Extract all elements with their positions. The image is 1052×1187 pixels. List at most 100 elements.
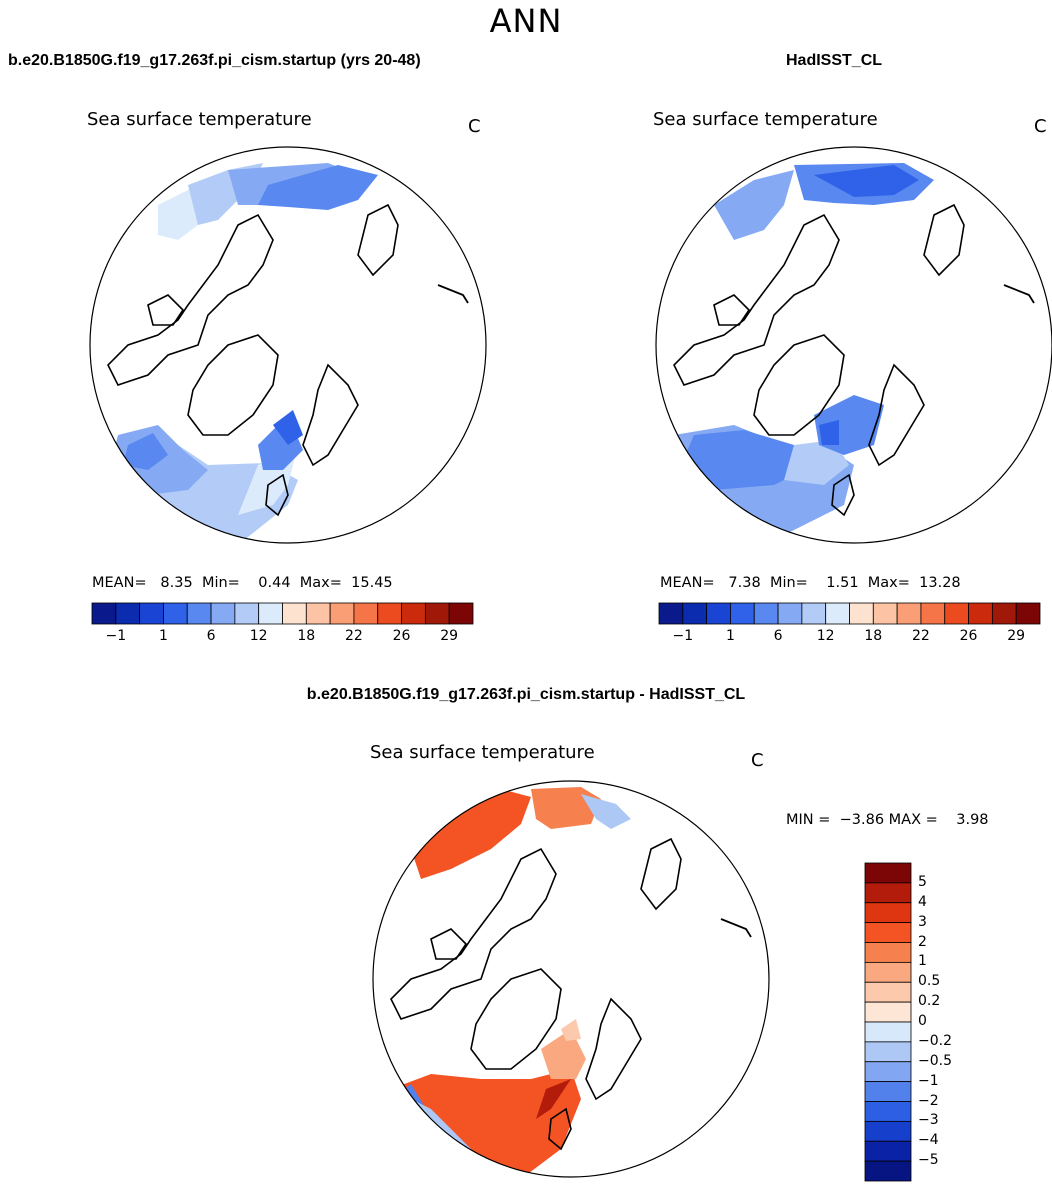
diff-colorbar-tick-label: 3 (918, 913, 927, 930)
diff-polar-map (372, 780, 770, 1178)
diff-units: C (751, 750, 764, 771)
colorbar-swatch (777, 602, 803, 625)
panel1-units: C (468, 116, 481, 137)
colorbar-tick-label: 6 (773, 628, 783, 644)
colorbar-tick-label: 6 (206, 628, 216, 644)
diff-colorbar-swatch (864, 981, 912, 1003)
panel1-polar-map (89, 146, 487, 544)
diff-colorbar-swatch (864, 942, 912, 963)
diff-colorbar-tick-label: 1 (918, 953, 927, 970)
diff-colorbar-tick-label: 2 (918, 933, 927, 950)
colorbar-tick-label: 26 (959, 628, 978, 644)
colorbar-swatch (730, 602, 755, 625)
panel2-units: C (1034, 116, 1047, 137)
colorbar-swatch (377, 602, 402, 625)
colorbar-tick-label: 12 (249, 628, 268, 644)
colorbar-tick-label: 18 (864, 628, 883, 644)
colorbar-tick-label: 29 (1007, 628, 1026, 644)
panel2-case-title: HadISST_CL (786, 52, 883, 69)
colorbar-swatch (186, 602, 212, 625)
panel2-variable-title: Sea surface temperature (653, 109, 878, 130)
panel1-variable-title: Sea surface temperature (87, 109, 312, 130)
colorbar-tick-label: 26 (392, 628, 411, 644)
colorbar-tick-label: 29 (440, 628, 459, 644)
diff-colorbar-tick-label: −0.2 (918, 1032, 952, 1049)
diff-colorbar-tick-label: −1 (918, 1072, 939, 1089)
panel1-colorbar (91, 602, 474, 625)
diff-colorbar-swatch (864, 882, 912, 904)
colorbar-swatch (706, 602, 731, 625)
colorbar-tick-label: 18 (297, 628, 316, 644)
diff-colorbar-swatch (864, 1021, 912, 1043)
colorbar-swatch (210, 602, 236, 625)
colorbar-swatch (1015, 602, 1041, 625)
diff-colorbar-swatch (864, 922, 912, 943)
diff-colorbar-swatch (864, 961, 912, 983)
colorbar-swatch (163, 602, 188, 625)
panel1-colorbar-ticks: −1 1 6 12 18 22 26 29 (92, 628, 473, 646)
colorbar-swatch (849, 602, 874, 625)
diff-colorbar-tick-label: 0 (918, 1013, 927, 1029)
colorbar-tick-label: 12 (816, 628, 835, 644)
diff-colorbar-swatch (864, 1061, 912, 1083)
colorbar-swatch (305, 602, 331, 625)
panel2-stats: MEAN= 7.38 Min= 1.51 Max= 13.28 (660, 575, 961, 591)
colorbar-swatch (991, 602, 1017, 625)
diff-colorbar-swatch (864, 862, 912, 884)
diff-colorbar (864, 862, 912, 1182)
colorbar-swatch (234, 602, 260, 625)
panel2-colorbar (658, 602, 1041, 625)
diff-colorbar-swatch (864, 1160, 912, 1182)
diff-minmax: MIN = −3.86 MAX = 3.98 (786, 812, 989, 828)
colorbar-swatch (401, 602, 426, 625)
colorbar-swatch (258, 602, 283, 625)
colorbar-swatch (896, 602, 922, 625)
diff-colorbar-tick-label: 5 (918, 873, 927, 890)
colorbar-swatch (801, 602, 827, 625)
colorbar-swatch (872, 602, 898, 625)
colorbar-swatch (753, 602, 779, 625)
diff-colorbar-tick-label: −0.5 (918, 1052, 952, 1069)
diff-colorbar-tick-label: 0.2 (918, 993, 941, 1010)
colorbar-swatch (329, 602, 355, 625)
colorbar-swatch (353, 602, 379, 625)
colorbar-swatch (944, 602, 969, 625)
diff-colorbar-swatch (864, 1120, 912, 1142)
diff-colorbar-tick-label: 4 (918, 893, 927, 910)
panel1-case-title: b.e20.B1850G.f19_g17.263f.pi_cism.startu… (8, 52, 421, 69)
colorbar-tick-label: 22 (912, 628, 930, 644)
colorbar-swatch (139, 602, 164, 625)
diff-colorbar-swatch (864, 1081, 912, 1102)
colorbar-swatch (968, 602, 993, 625)
colorbar-swatch (115, 602, 141, 625)
panel2-polar-map (655, 146, 1052, 544)
colorbar-tick-label: −1 (105, 628, 127, 644)
diff-colorbar-swatch (864, 1041, 912, 1063)
diff-colorbar-swatch (864, 1101, 912, 1122)
colorbar-swatch (682, 602, 708, 625)
diff-colorbar-tick-label: −4 (918, 1132, 939, 1149)
diff-colorbar-swatch (864, 1140, 912, 1162)
colorbar-swatch (658, 602, 684, 625)
diff-colorbar-swatch (864, 902, 912, 924)
colorbar-tick-label: −1 (672, 628, 694, 644)
colorbar-swatch (91, 602, 117, 625)
colorbar-tick-label: 1 (158, 628, 168, 644)
colorbar-swatch (825, 602, 850, 625)
colorbar-tick-label: 1 (725, 628, 735, 644)
colorbar-swatch (282, 602, 307, 625)
diff-colorbar-tick-label: −2 (918, 1092, 939, 1109)
diff-colorbar-swatch (864, 1001, 912, 1023)
diff-case-title: b.e20.B1850G.f19_g17.263f.pi_cism.startu… (306, 686, 746, 703)
diff-colorbar-tick-label: 0.5 (918, 973, 941, 990)
diff-colorbar-tick-label: −3 (918, 1112, 939, 1129)
page-title: ANN (489, 2, 563, 40)
colorbar-swatch (424, 602, 450, 625)
colorbar-tick-label: 22 (345, 628, 363, 644)
colorbar-swatch (448, 602, 474, 625)
diff-variable-title: Sea surface temperature (370, 742, 595, 763)
panel2-colorbar-ticks: −1 1 6 12 18 22 26 29 (659, 628, 1040, 646)
diff-colorbar-ticks: 5 4 3 2 1 0.5 0.2 0 −0.2 −0.5 −1 −2 −3 −4 −5 (918, 863, 978, 1181)
colorbar-swatch (920, 602, 946, 625)
diff-colorbar-tick-label: −5 (918, 1152, 939, 1169)
